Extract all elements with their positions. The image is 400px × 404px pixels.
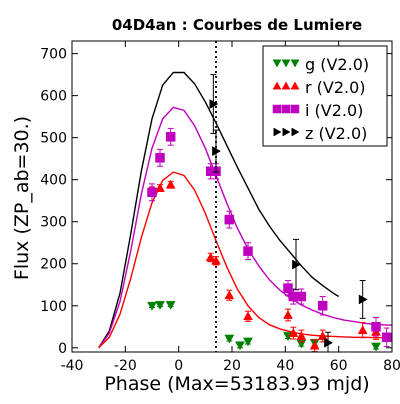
legend-marker-i xyxy=(290,104,300,114)
data-point-z xyxy=(358,294,368,305)
legend-marker-g xyxy=(272,59,282,68)
data-point-i xyxy=(371,322,381,332)
series-i xyxy=(147,127,392,348)
data-point-r xyxy=(317,331,328,340)
data-point-r xyxy=(155,183,165,192)
axis-ticks: -40 -20 0 20 40 60 80 0 100 200 300 400 500 600 700 xyxy=(40,41,400,374)
data-point-i xyxy=(147,187,157,198)
data-point-g xyxy=(155,301,165,310)
y-axis-label: Flux (ZP_ab=30.) xyxy=(11,116,33,280)
data-point-i xyxy=(283,283,293,293)
x-tick-label: -20 xyxy=(114,358,137,374)
legend-entry-i: i (V2.0) xyxy=(272,101,363,120)
model-curve-r xyxy=(98,171,392,349)
x-tick-label: 20 xyxy=(223,358,241,374)
legend-marker-z xyxy=(273,127,282,137)
data-point-r xyxy=(205,252,216,262)
data-point-g xyxy=(224,334,235,344)
data-point-i xyxy=(288,291,299,302)
x-tick-label: 40 xyxy=(276,358,294,374)
y-tick-label: 700 xyxy=(40,47,67,63)
x-axis-label: Phase (Max=53183.93 mjd) xyxy=(104,373,369,395)
legend-entry-g: g (V2.0) xyxy=(272,55,369,74)
legend-marker-r xyxy=(290,81,300,90)
data-point-z xyxy=(209,99,219,109)
legend-marker-g xyxy=(290,59,300,68)
data-point-r xyxy=(357,325,368,334)
y-tick-label: 100 xyxy=(40,299,67,315)
model-curve-z xyxy=(98,71,340,349)
x-tick-label: 80 xyxy=(383,358,400,374)
data-point-g xyxy=(147,301,157,311)
data-point-r xyxy=(296,331,307,340)
data-point-i xyxy=(381,332,392,343)
legend-marker-i xyxy=(281,104,291,114)
y-tick-label: 0 xyxy=(58,341,67,357)
data-point-z xyxy=(212,146,222,157)
data-point-i xyxy=(155,153,165,163)
data-point-i xyxy=(317,301,328,311)
legend-marker-i xyxy=(272,104,282,114)
legend-marker-g xyxy=(281,59,291,68)
data-point-z xyxy=(324,337,334,348)
legend-marker-z xyxy=(282,127,291,137)
y-tick-label: 200 xyxy=(40,257,67,273)
legend-label-g: g (V2.0) xyxy=(305,55,369,74)
data-point-z xyxy=(292,259,302,270)
y-tick-label: 400 xyxy=(40,173,67,189)
data-point-g xyxy=(243,337,253,347)
data-point-i xyxy=(224,214,235,225)
data-point-r xyxy=(165,179,176,189)
data-point-r xyxy=(224,290,235,300)
series-z xyxy=(209,74,368,352)
data-point-i xyxy=(243,246,253,256)
legend-label-i: i (V2.0) xyxy=(305,101,363,120)
data-point-g xyxy=(235,341,245,351)
data-point-g xyxy=(371,342,381,352)
x-tick-label: 60 xyxy=(330,358,348,374)
y-tick-label: 500 xyxy=(40,131,67,147)
data-point-i xyxy=(296,291,307,302)
legend: g (V2.0) r (V2.0) i (V2.0) z (V2.0) xyxy=(262,45,388,147)
legend-marker-r xyxy=(272,81,282,90)
data-point-g xyxy=(165,301,176,310)
data-point-r xyxy=(211,255,221,265)
x-tick-label: -40 xyxy=(61,358,84,374)
chart-title: 04D4an : Courbes de Lumiere xyxy=(112,16,362,34)
data-point-r xyxy=(288,328,299,337)
y-tick-label: 600 xyxy=(40,89,67,105)
x-tick-label: 0 xyxy=(174,358,183,374)
series-g xyxy=(147,301,381,352)
data-point-r xyxy=(309,340,320,350)
legend-label-z: z (V2.0) xyxy=(305,124,367,143)
legend-entry-z: z (V2.0) xyxy=(273,124,367,143)
series-r xyxy=(147,179,381,352)
data-point-i xyxy=(165,132,176,142)
legend-marker-z xyxy=(291,127,300,137)
data-point-r xyxy=(243,311,253,321)
legend-label-r: r (V2.0) xyxy=(305,78,366,97)
legend-entry-r: r (V2.0) xyxy=(272,78,366,97)
legend-marker-r xyxy=(281,81,291,90)
y-tick-label: 300 xyxy=(40,215,67,231)
data-point-r xyxy=(283,310,293,319)
